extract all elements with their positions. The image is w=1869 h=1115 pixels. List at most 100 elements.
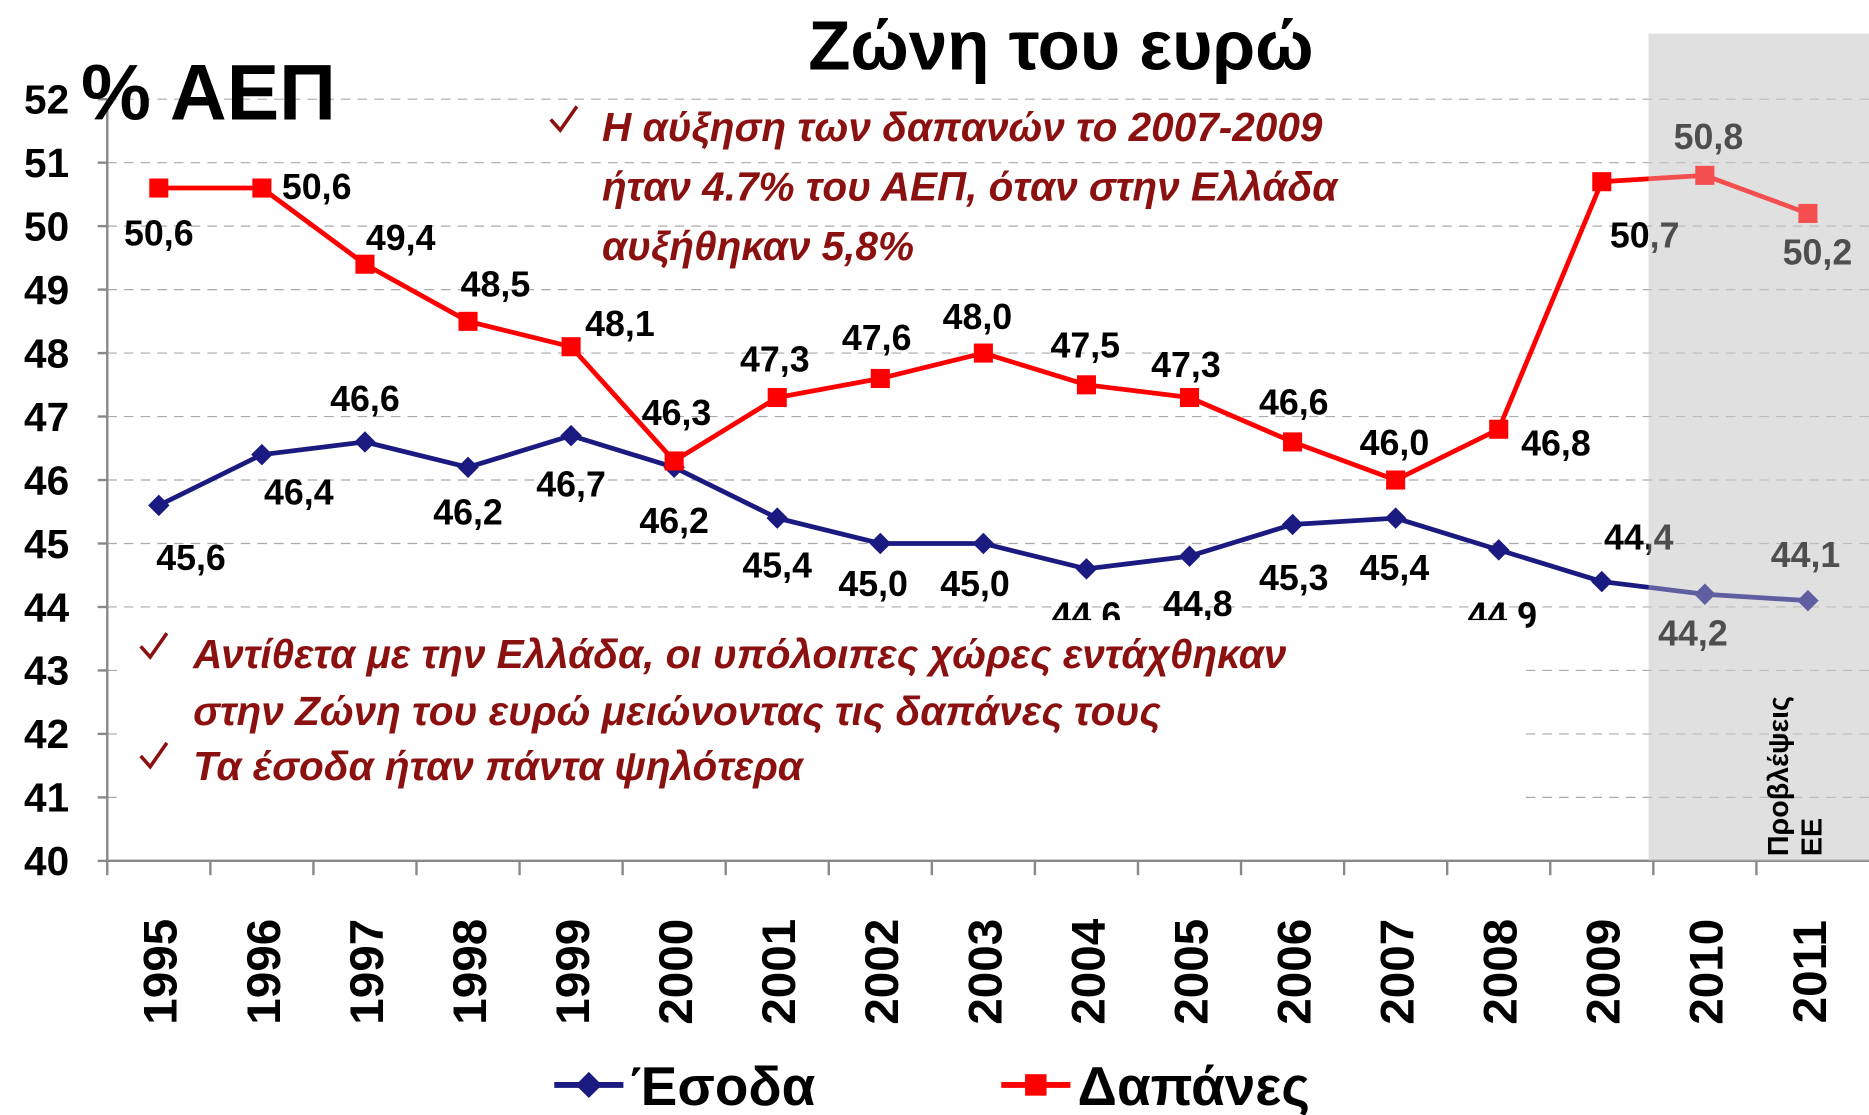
- x-tick-label: 1996: [238, 919, 291, 1025]
- marker: [1384, 507, 1407, 529]
- marker: [148, 494, 170, 517]
- marker: [1489, 419, 1509, 439]
- marker: [149, 178, 169, 198]
- marker: [252, 178, 272, 198]
- value-label: 45,4: [742, 546, 812, 586]
- check-icon: [139, 741, 169, 770]
- x-tick-label: 2002: [856, 919, 909, 1025]
- forecast-label-line: ΕΕ: [1796, 818, 1828, 856]
- value-label: 45,6: [156, 538, 226, 578]
- value-label: 50,8: [1674, 117, 1744, 157]
- plot: 45,646,446,646,246,746,245,4 45,0 45,044,6…: [124, 117, 1852, 653]
- marker: [1694, 583, 1716, 605]
- marker: [767, 387, 787, 408]
- y-tick-label: 50: [24, 203, 69, 249]
- value-label: 46,2: [433, 493, 503, 533]
- value-label: 44,4: [1604, 517, 1674, 557]
- x-tick-label: 2003: [959, 919, 1012, 1025]
- value-label: 49,4: [366, 218, 436, 258]
- marker: [1798, 203, 1818, 223]
- x-tick-label: 2009: [1578, 919, 1631, 1025]
- forecast-region: [1648, 33, 1869, 861]
- forecast-label-line: Προβλέψεις: [1763, 696, 1795, 856]
- value-label: 50,6: [124, 213, 194, 253]
- marker: [355, 254, 375, 274]
- y-tick-label: 51: [24, 140, 69, 186]
- value-label: 48,1: [585, 304, 655, 344]
- legend-marker: [575, 1071, 602, 1099]
- value-label: 46,0: [1360, 423, 1430, 463]
- annotation: Η αύξηση των δαπανών το 2007-2009 ήταν 4…: [549, 104, 1339, 269]
- marker: [1179, 387, 1200, 408]
- check-icon: [139, 632, 169, 660]
- legend: Έσοδα Δαπάνες: [554, 1055, 1310, 1115]
- x-tick-label: 2004: [1062, 918, 1115, 1025]
- y-tick-label: 44: [24, 584, 70, 630]
- forecast-label: Προβλέψεις ΕΕ: [1763, 696, 1828, 856]
- annotation-line: Τα έσοδα ήταν πάντα ψηλότερα: [193, 743, 805, 789]
- value-label: 48,0: [943, 297, 1013, 337]
- value-label: 46,7: [536, 464, 606, 504]
- value-label: 50,7: [1610, 215, 1680, 255]
- chart-title: Ζώνη του ευρώ: [808, 6, 1313, 84]
- marker: [1695, 165, 1715, 185]
- value-label: 44,8: [1163, 584, 1233, 624]
- legend-label: Έσοδα: [631, 1055, 816, 1115]
- grid: 40 41 42 43 44 45 46 47 48 49 50 51 52 1995 1996 1997 19…: [24, 76, 1869, 1025]
- x-tick-label: 2006: [1268, 919, 1321, 1025]
- marker: [1178, 545, 1201, 567]
- y-tick-label: 40: [24, 838, 69, 884]
- y-tick-label: 41: [24, 775, 69, 821]
- annotation-line: Αντίθετα με την Ελλάδα, οι υπόλοιπες χώρ…: [192, 631, 1287, 677]
- x-tick-label: 2000: [650, 919, 703, 1025]
- marker: [1591, 570, 1613, 593]
- value-label: 44,2: [1658, 614, 1728, 654]
- x-tick-label: 2008: [1475, 919, 1528, 1025]
- annotation-box: [119, 620, 1526, 799]
- legend-marker: [1025, 1074, 1047, 1096]
- y-axis-label: % ΑΕΠ: [81, 48, 336, 136]
- y-tick-label: 52: [24, 76, 69, 122]
- marker: [973, 343, 993, 363]
- marker: [664, 451, 684, 471]
- marker: [870, 368, 890, 389]
- value-label: 46,8: [1521, 423, 1591, 463]
- marker: [1281, 513, 1304, 536]
- y-tick-label: 46: [24, 457, 69, 503]
- marker: [1283, 432, 1303, 452]
- value-label: 45,4: [1360, 548, 1430, 588]
- y-tick-label: 48: [24, 330, 69, 376]
- value-label: 44,1: [1771, 535, 1841, 575]
- marker: [1592, 172, 1612, 192]
- value-label: 48,5: [461, 264, 531, 304]
- value-label: 50,6: [282, 167, 352, 207]
- x-tick-label: 2010: [1681, 919, 1734, 1025]
- x-tick-label: 1999: [547, 919, 600, 1025]
- marker: [458, 311, 478, 331]
- value-label: 45,0: [838, 564, 908, 604]
- value-label: 47,5: [1050, 325, 1120, 365]
- annotation-line: αυξήθηκαν 5,8%: [602, 223, 914, 269]
- marker: [1075, 558, 1098, 580]
- x-tick-label: 1995: [135, 919, 188, 1025]
- value-label: 47,3: [1151, 345, 1221, 385]
- marker: [972, 532, 995, 555]
- value-label: 46,3: [642, 393, 712, 433]
- check-icon: [549, 105, 579, 134]
- x-tick-label: 2007: [1372, 919, 1425, 1025]
- x-tick-label: 1997: [341, 919, 394, 1025]
- value-label: 47,6: [842, 318, 912, 358]
- marker: [560, 424, 582, 447]
- value-label: 47,3: [740, 339, 810, 379]
- x-tick-label: 2011: [1784, 920, 1837, 1023]
- value-label: 45,3: [1259, 558, 1329, 598]
- x-tick-label: 1998: [444, 919, 497, 1025]
- marker: [561, 337, 581, 357]
- value-label: 45,0: [940, 564, 1010, 604]
- annotation-line: Η αύξηση των δαπανών το 2007-2009: [602, 104, 1323, 150]
- annotation-line: ήταν 4.7% του ΑΕΠ, όταν στην Ελλάδα: [602, 164, 1339, 210]
- value-label: 50,2: [1783, 233, 1853, 273]
- y-tick-label: 47: [24, 394, 69, 440]
- legend-label: Δαπάνες: [1078, 1055, 1310, 1115]
